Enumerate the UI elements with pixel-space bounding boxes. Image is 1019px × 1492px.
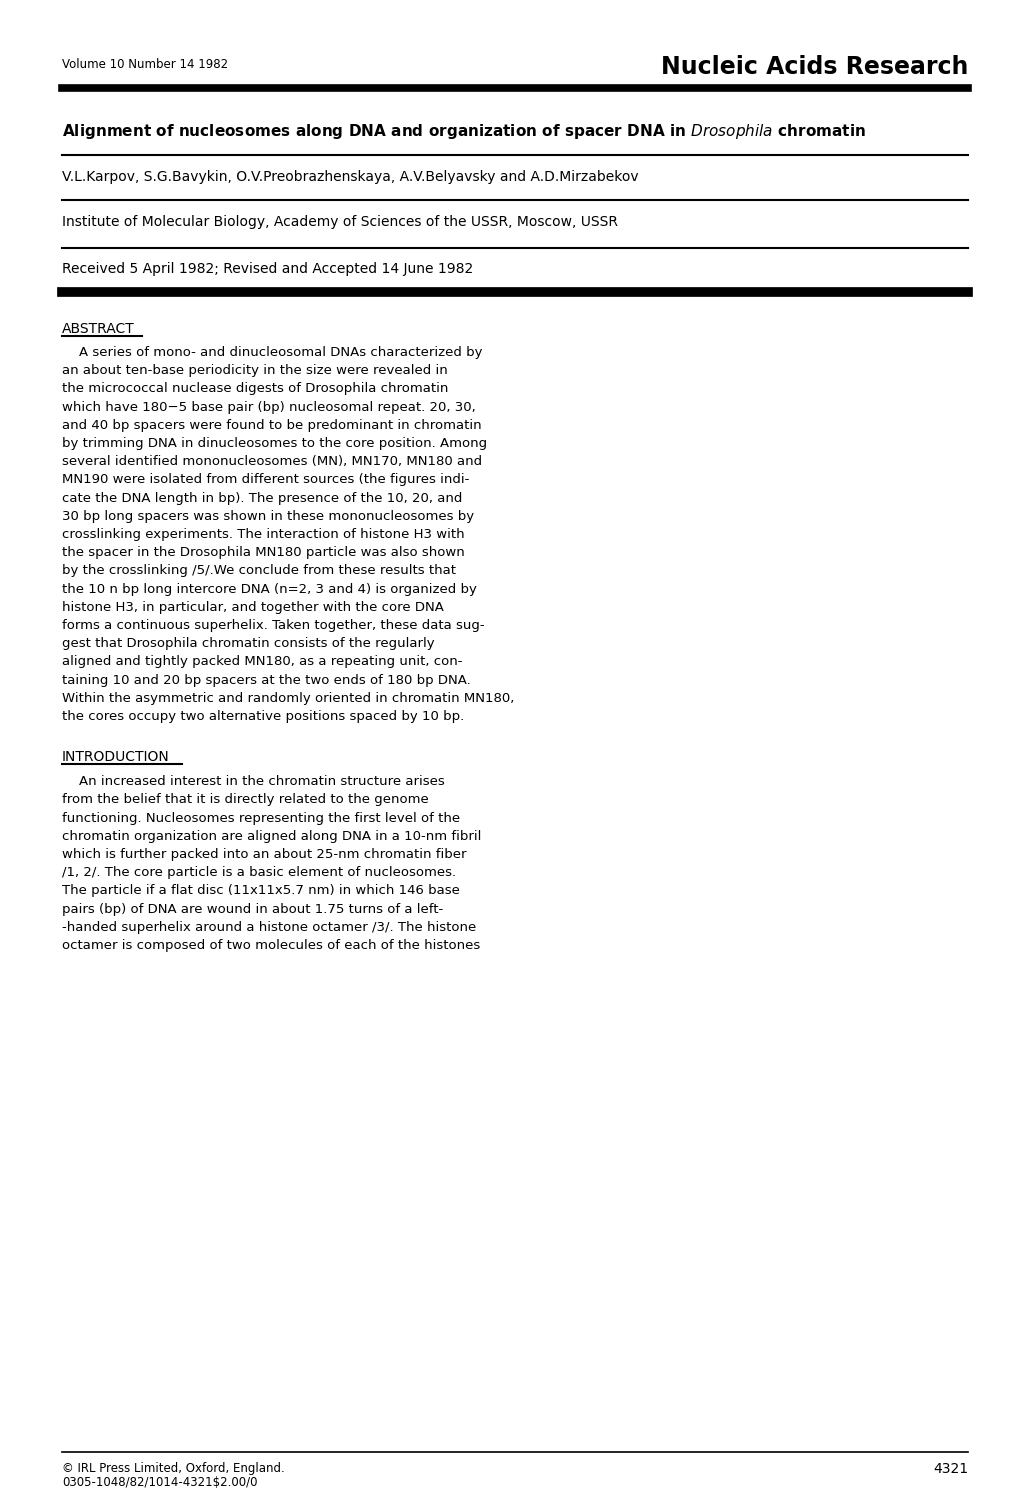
- Text: 30 bp long spacers was shown in these mononucleosomes by: 30 bp long spacers was shown in these mo…: [62, 510, 474, 522]
- Text: Alignment of nucleosomes along DNA and organization of spacer DNA in $\it{Drosop: Alignment of nucleosomes along DNA and o…: [62, 122, 865, 142]
- Text: forms a continuous superhelix. Taken together, these data sug-: forms a continuous superhelix. Taken tog…: [62, 619, 484, 633]
- Text: 0305-1048/82/1014-4321$2.00/0: 0305-1048/82/1014-4321$2.00/0: [62, 1476, 257, 1489]
- Text: chromatin organization are aligned along DNA in a 10-nm fibril: chromatin organization are aligned along…: [62, 830, 481, 843]
- Text: aligned and tightly packed MN180, as a repeating unit, con-: aligned and tightly packed MN180, as a r…: [62, 655, 462, 668]
- Text: several identified mononucleosomes (MN), MN170, MN180 and: several identified mononucleosomes (MN),…: [62, 455, 482, 468]
- Text: 4321: 4321: [932, 1462, 967, 1476]
- Text: crosslinking experiments. The interaction of histone H3 with: crosslinking experiments. The interactio…: [62, 528, 465, 542]
- Text: © IRL Press Limited, Oxford, England.: © IRL Press Limited, Oxford, England.: [62, 1462, 284, 1476]
- Text: MN190 were isolated from different sources (the figures indi-: MN190 were isolated from different sourc…: [62, 473, 469, 486]
- Text: which have 180−5 base pair (bp) nucleosomal repeat. 20, 30,: which have 180−5 base pair (bp) nucleoso…: [62, 400, 475, 413]
- Text: octamer is composed of two molecules of each of the histones: octamer is composed of two molecules of …: [62, 938, 480, 952]
- Text: An increased interest in the chromatin structure arises: An increased interest in the chromatin s…: [62, 776, 444, 788]
- Text: Received 5 April 1982; Revised and Accepted 14 June 1982: Received 5 April 1982; Revised and Accep…: [62, 263, 473, 276]
- Text: functioning. Nucleosomes representing the first level of the: functioning. Nucleosomes representing th…: [62, 812, 460, 825]
- Text: histone H3, in particular, and together with the core DNA: histone H3, in particular, and together …: [62, 601, 443, 613]
- Text: and 40 bp spacers were found to be predominant in chromatin: and 40 bp spacers were found to be predo…: [62, 419, 481, 431]
- Text: gest that Drosophila chromatin consists of the regularly: gest that Drosophila chromatin consists …: [62, 637, 434, 651]
- Text: pairs (bp) of DNA are wound in about 1.75 turns of a left-: pairs (bp) of DNA are wound in about 1.7…: [62, 903, 443, 916]
- Text: Institute of Molecular Biology, Academy of Sciences of the USSR, Moscow, USSR: Institute of Molecular Biology, Academy …: [62, 215, 618, 228]
- Text: the micrococcal nuclease digests of Drosophila chromatin: the micrococcal nuclease digests of Dros…: [62, 382, 448, 395]
- Text: Volume 10 Number 14 1982: Volume 10 Number 14 1982: [62, 58, 228, 72]
- Text: The particle if a flat disc (11x11x5.7 nm) in which 146 base: The particle if a flat disc (11x11x5.7 n…: [62, 885, 460, 897]
- Text: by trimming DNA in dinucleosomes to the core position. Among: by trimming DNA in dinucleosomes to the …: [62, 437, 487, 451]
- Text: Within the asymmetric and randomly oriented in chromatin MN180,: Within the asymmetric and randomly orien…: [62, 692, 514, 704]
- Text: -handed superhelix around a histone octamer /3/. The histone: -handed superhelix around a histone octa…: [62, 921, 476, 934]
- Text: A series of mono- and dinucleosomal DNAs characterized by: A series of mono- and dinucleosomal DNAs…: [62, 346, 482, 360]
- Text: the spacer in the Drosophila MN180 particle was also shown: the spacer in the Drosophila MN180 parti…: [62, 546, 465, 560]
- Text: taining 10 and 20 bp spacers at the two ends of 180 bp DNA.: taining 10 and 20 bp spacers at the two …: [62, 673, 471, 686]
- Text: cate the DNA length in bp). The presence of the 10, 20, and: cate the DNA length in bp). The presence…: [62, 491, 462, 504]
- Text: by the crosslinking /5/.We conclude from these results that: by the crosslinking /5/.We conclude from…: [62, 564, 455, 577]
- Text: INTRODUCTION: INTRODUCTION: [62, 750, 169, 764]
- Text: from the belief that it is directly related to the genome: from the belief that it is directly rela…: [62, 794, 428, 806]
- Text: the cores occupy two alternative positions spaced by 10 bp.: the cores occupy two alternative positio…: [62, 710, 464, 724]
- Text: V.L.Karpov, S.G.Bavykin, O.V.Preobrazhenskaya, A.V.Belyavsky and A.D.Mirzabekov: V.L.Karpov, S.G.Bavykin, O.V.Preobrazhen…: [62, 170, 638, 184]
- Text: the 10 n bp long intercore DNA (n=2, 3 and 4) is organized by: the 10 n bp long intercore DNA (n=2, 3 a…: [62, 582, 477, 595]
- Text: an about ten-base periodicity in the size were revealed in: an about ten-base periodicity in the siz…: [62, 364, 447, 377]
- Text: ABSTRACT: ABSTRACT: [62, 322, 135, 336]
- Text: Nucleic Acids Research: Nucleic Acids Research: [660, 55, 967, 79]
- Text: which is further packed into an about 25-nm chromatin fiber: which is further packed into an about 25…: [62, 847, 466, 861]
- Text: /1, 2/. The core particle is a basic element of nucleosomes.: /1, 2/. The core particle is a basic ele…: [62, 867, 455, 879]
